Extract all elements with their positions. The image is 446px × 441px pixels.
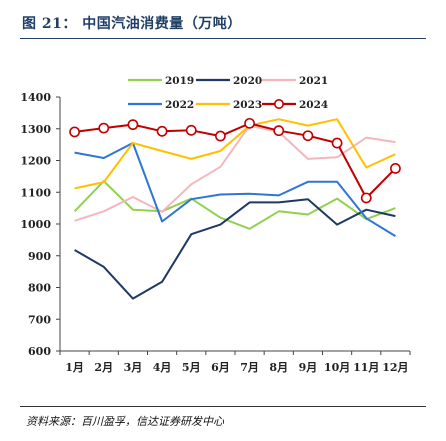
data-point-2024 bbox=[215, 130, 226, 142]
x-tick-label: 1月 bbox=[65, 361, 84, 374]
legend-label: 2021 bbox=[299, 75, 328, 87]
chart-title: 图 21： 中国汽油消费量（万吨） bbox=[22, 16, 242, 32]
data-point-2024 bbox=[127, 119, 139, 131]
series-line-2022 bbox=[74, 142, 396, 237]
data-point-2024 bbox=[69, 126, 80, 138]
y-tick-label: 600 bbox=[28, 345, 51, 358]
y-tick-label: 700 bbox=[28, 313, 51, 326]
x-tick-label: 8月 bbox=[269, 361, 288, 374]
x-tick-label: 5月 bbox=[182, 361, 201, 374]
chart-axes: 600 700 800 900 1000 1100 1200 1300 1400 1月 2月 3月 4月… bbox=[20, 91, 411, 374]
series-line-2023 bbox=[74, 118, 396, 190]
data-point-2024 bbox=[360, 192, 372, 204]
data-point-2024 bbox=[302, 130, 314, 142]
x-tick-label: 6月 bbox=[211, 361, 230, 374]
source-note: 资料来源：百川盈孚，信达证券研发中心 bbox=[26, 415, 224, 428]
x-tick-label: 12月 bbox=[382, 361, 408, 374]
data-point-2024 bbox=[185, 124, 197, 136]
x-tick-label: 11月 bbox=[353, 361, 379, 374]
y-tick-label: 800 bbox=[28, 282, 51, 295]
data-point-2024 bbox=[244, 117, 255, 129]
data-point-2024 bbox=[273, 125, 285, 137]
x-tick-label: 4月 bbox=[153, 361, 172, 374]
series-line-2020 bbox=[74, 198, 396, 300]
x-tick-label: 3月 bbox=[124, 361, 143, 374]
data-point-2024 bbox=[390, 163, 401, 174]
x-tick-label: 10月 bbox=[324, 361, 350, 374]
x-tick-label: 9月 bbox=[299, 361, 318, 374]
footer-divider bbox=[20, 406, 426, 407]
title-divider bbox=[20, 38, 426, 39]
legend-marker bbox=[273, 99, 284, 110]
series-line-2019 bbox=[73, 180, 396, 230]
legend-label: 2020 bbox=[233, 75, 262, 87]
chart-legend: 2019 2020 2021 2022 2023 2024 bbox=[128, 75, 328, 111]
data-point-2024 bbox=[156, 125, 168, 137]
x-tick-label: 2月 bbox=[94, 361, 113, 374]
legend-label: 2022 bbox=[165, 99, 194, 111]
y-tick-label: 1300 bbox=[20, 123, 51, 136]
y-tick-label: 1000 bbox=[20, 218, 51, 231]
y-tick-label: 1200 bbox=[20, 155, 51, 168]
legend-label: 2024 bbox=[299, 99, 328, 111]
y-tick-label: 900 bbox=[28, 250, 51, 263]
legend-label: 2023 bbox=[233, 99, 262, 111]
chart-series bbox=[69, 117, 401, 300]
legend-label: 2019 bbox=[165, 75, 194, 87]
y-tick-label: 1100 bbox=[20, 186, 51, 199]
y-tick-label: 1400 bbox=[20, 91, 51, 104]
x-tick-label: 7月 bbox=[240, 361, 259, 374]
data-point-2024 bbox=[98, 122, 110, 134]
data-point-2024 bbox=[331, 137, 343, 149]
